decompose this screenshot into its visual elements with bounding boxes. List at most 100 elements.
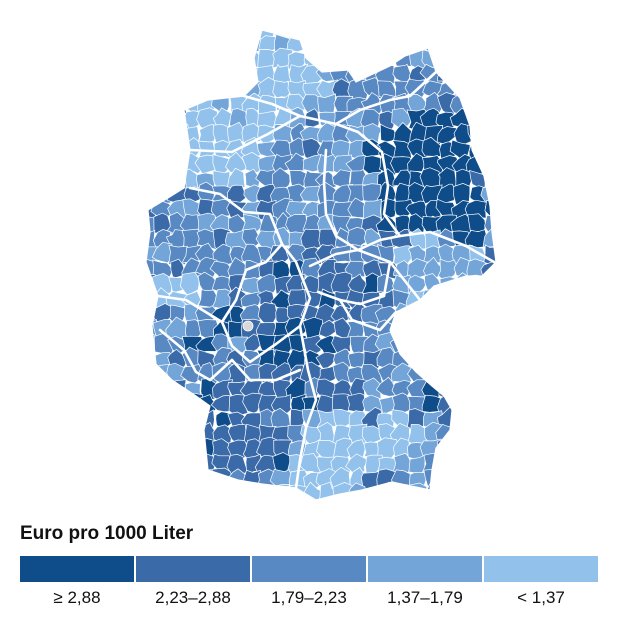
district-cell [149,378,175,400]
district-cell [632,318,640,340]
legend: ≥ 2,88 2,23–2,88 1,79–2,23 1,37–1,79 < 1… [20,556,598,612]
district-cell [146,51,161,72]
district-cell [152,50,174,71]
district-cell [467,409,488,431]
district-cell [618,35,640,51]
district-cell [481,365,496,385]
district-cell [588,302,607,326]
district-cell [591,66,609,83]
district-cell [437,378,457,401]
state-borders [156,70,496,490]
district-cell [615,350,636,369]
district-cell [406,334,429,357]
district-cell [482,96,496,114]
district-cell [559,424,577,443]
district-cell [333,35,353,53]
district-cell [585,110,604,129]
district-cell [480,110,496,129]
district-cell [346,50,370,71]
district-cell [482,438,496,461]
district-cell [196,34,215,56]
district-cell [153,156,174,176]
district-cell [586,154,609,171]
district-cell [498,96,518,114]
district-cell [420,302,445,325]
district-cell [480,482,496,500]
district-cell [394,302,413,327]
district-cell [480,408,496,433]
district-cell [146,378,160,399]
district-cell [540,67,563,85]
district-cell [485,123,496,145]
district-cell [150,92,172,116]
district-cell [601,242,625,264]
district-cell [601,409,624,430]
district-cell [572,364,594,384]
state-border-hessen [220,242,312,364]
district-cell [574,453,592,477]
district-cell [182,35,203,53]
country-outline [145,29,497,501]
district-cell [181,244,202,263]
district-cell [571,34,591,55]
district-cell [410,321,431,341]
district-cell [331,335,353,354]
district-cell [543,48,561,68]
district-cell [146,289,159,312]
district-cell [455,304,473,326]
district-cell [420,30,442,40]
district-cell [515,426,532,443]
district-cell [316,440,337,459]
district-cell [302,502,321,510]
district-cell [436,334,460,353]
district-cell [632,427,640,443]
district-cell [511,304,535,325]
district-cell [617,454,638,476]
district-cell [515,243,532,262]
district-cell [588,34,610,54]
district-cell [589,184,609,201]
district-cell [586,423,606,446]
district-cell [557,171,575,190]
district-cell [586,499,609,510]
district-cell [451,496,474,500]
district-cell [152,78,173,100]
district-cell [619,126,638,147]
district-cell [528,201,548,219]
district-cell [602,38,622,55]
district-cell [152,396,175,414]
district-cell [527,350,550,372]
district-cell [542,484,564,505]
district-cell [632,187,640,204]
district-cell [528,153,550,174]
legend-label-1: ≥ 2,88 [53,588,101,607]
district-cell [452,454,474,475]
district-cell [512,287,532,309]
district-cell [589,438,606,461]
district-cell [526,411,550,430]
district-cell [633,347,640,371]
legend-swatch-1 [20,556,134,582]
district-cell [514,258,531,282]
district-cell [586,200,607,219]
legend-item-5: < 1,37 [484,556,598,612]
district-cell [466,378,488,401]
district-cell [527,80,545,102]
district-cell [632,140,640,157]
district-cell [196,49,218,68]
district-cell [586,212,608,234]
district-cell [558,381,577,401]
district-cell [287,498,309,500]
district-cell [632,203,640,222]
district-cell [544,108,561,131]
district-cell [558,64,577,84]
district-cell [527,455,547,477]
district-cell [151,437,172,460]
district-cell [146,349,157,370]
district-cell [528,439,548,458]
district-cell [482,138,496,158]
district-cell [556,184,578,205]
district-cell [150,169,175,191]
district-cell [317,30,340,43]
district-cell [571,335,592,354]
